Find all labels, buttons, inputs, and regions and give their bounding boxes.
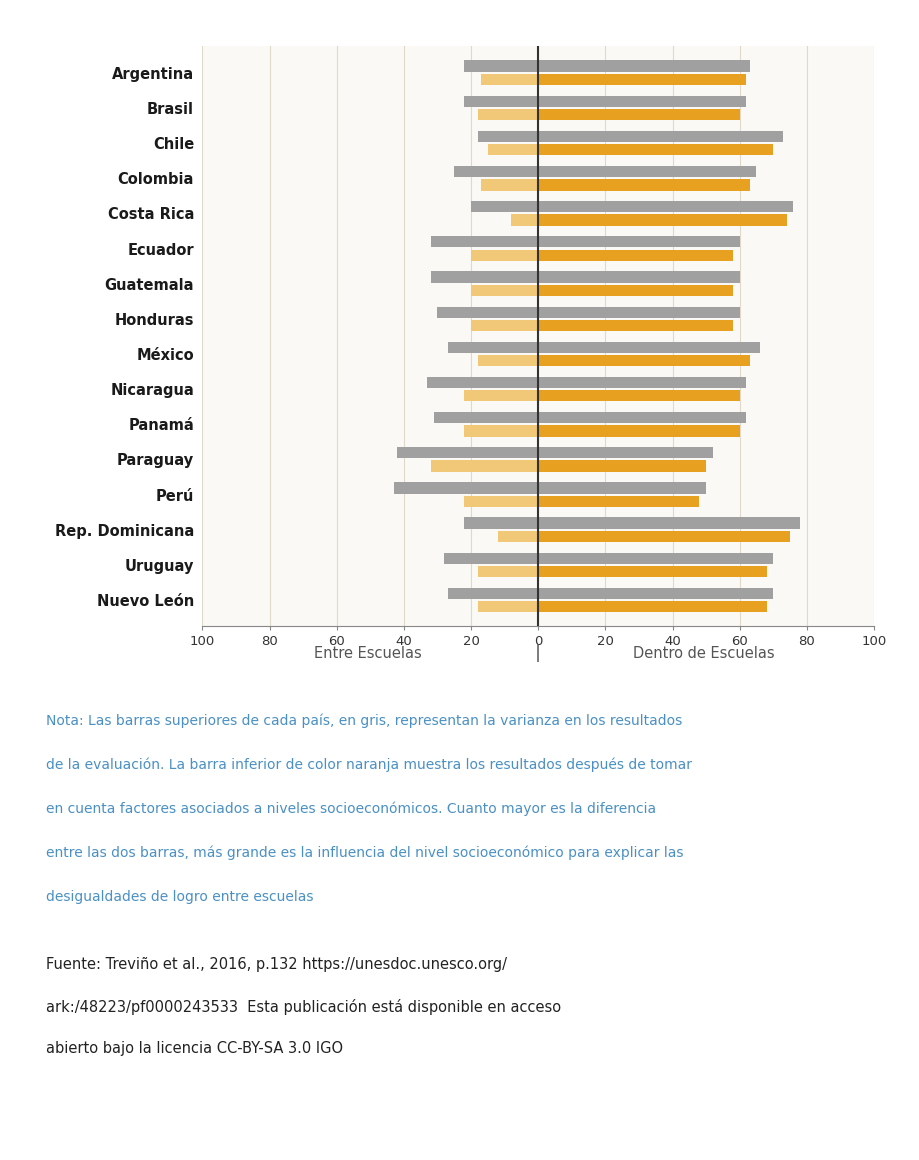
Bar bbox=[538, 342, 759, 353]
Bar bbox=[538, 483, 706, 493]
Bar bbox=[454, 166, 538, 177]
Bar bbox=[477, 601, 538, 612]
Bar bbox=[477, 355, 538, 367]
Bar bbox=[538, 495, 698, 507]
Bar bbox=[538, 588, 772, 599]
Bar bbox=[538, 320, 732, 331]
Bar bbox=[538, 552, 772, 564]
Bar bbox=[538, 284, 732, 296]
Text: |: | bbox=[535, 644, 540, 662]
Bar bbox=[397, 447, 538, 458]
Text: ark:/48223/pf0000243533  Esta publicación está disponible en acceso: ark:/48223/pf0000243533 Esta publicación… bbox=[46, 999, 561, 1015]
Bar bbox=[538, 306, 739, 318]
Bar bbox=[538, 131, 782, 142]
Bar bbox=[464, 60, 538, 72]
Bar bbox=[538, 601, 766, 612]
Bar bbox=[538, 412, 745, 423]
Bar bbox=[477, 131, 538, 142]
Bar bbox=[538, 74, 745, 85]
Bar bbox=[538, 249, 732, 261]
Bar bbox=[538, 60, 749, 72]
Bar bbox=[481, 74, 538, 85]
Bar bbox=[538, 566, 766, 578]
Bar bbox=[538, 531, 789, 542]
Bar bbox=[477, 109, 538, 121]
Text: Nota: Las barras superiores de cada país, en gris, representan la varianza en lo: Nota: Las barras superiores de cada país… bbox=[46, 713, 682, 728]
Bar bbox=[477, 566, 538, 578]
Bar bbox=[471, 201, 538, 212]
Bar bbox=[538, 390, 739, 401]
Bar bbox=[471, 320, 538, 331]
Text: Entre Escuelas: Entre Escuelas bbox=[313, 646, 422, 661]
Bar bbox=[538, 517, 800, 529]
Text: entre las dos barras, más grande es la influencia del nivel socioeconómico para : entre las dos barras, más grande es la i… bbox=[46, 846, 683, 861]
Bar bbox=[538, 166, 755, 177]
Bar bbox=[464, 95, 538, 107]
Bar bbox=[538, 180, 749, 190]
Bar bbox=[538, 271, 739, 283]
Bar bbox=[487, 144, 538, 155]
Bar bbox=[538, 355, 749, 367]
Text: Dentro de Escuelas: Dentro de Escuelas bbox=[632, 646, 774, 661]
Bar bbox=[430, 237, 538, 247]
Bar bbox=[538, 109, 739, 121]
Text: Fuente: Treviño et al., 2016, p.132 https://unesdoc.unesco.org/: Fuente: Treviño et al., 2016, p.132 http… bbox=[46, 957, 506, 972]
Text: en cuenta factores asociados a niveles socioeconómicos. Cuanto mayor es la difer: en cuenta factores asociados a niveles s… bbox=[46, 802, 655, 817]
Bar bbox=[511, 215, 538, 226]
Bar bbox=[464, 390, 538, 401]
Bar bbox=[538, 201, 792, 212]
Bar bbox=[538, 377, 745, 389]
Text: desigualdades de logro entre escuelas: desigualdades de logro entre escuelas bbox=[46, 890, 313, 904]
Bar bbox=[538, 144, 772, 155]
Bar bbox=[430, 271, 538, 283]
Bar bbox=[538, 237, 739, 247]
Bar bbox=[447, 342, 538, 353]
Text: de la evaluación. La barra inferior de color naranja muestra los resultados desp: de la evaluación. La barra inferior de c… bbox=[46, 757, 691, 773]
Bar bbox=[481, 180, 538, 190]
Bar bbox=[538, 426, 739, 436]
Bar bbox=[464, 517, 538, 529]
Bar bbox=[497, 531, 538, 542]
Bar bbox=[437, 306, 538, 318]
Bar bbox=[434, 412, 538, 423]
Bar bbox=[464, 426, 538, 436]
Bar bbox=[430, 461, 538, 472]
Bar bbox=[393, 483, 538, 493]
Bar bbox=[464, 495, 538, 507]
Bar bbox=[471, 249, 538, 261]
Bar bbox=[538, 447, 712, 458]
Bar bbox=[427, 377, 538, 389]
Bar bbox=[538, 95, 745, 107]
Bar bbox=[538, 461, 706, 472]
Text: abierto bajo la licencia CC-BY-SA 3.0 IGO: abierto bajo la licencia CC-BY-SA 3.0 IG… bbox=[46, 1041, 343, 1056]
Bar bbox=[447, 588, 538, 599]
Bar bbox=[471, 284, 538, 296]
Bar bbox=[444, 552, 538, 564]
Bar bbox=[538, 215, 786, 226]
